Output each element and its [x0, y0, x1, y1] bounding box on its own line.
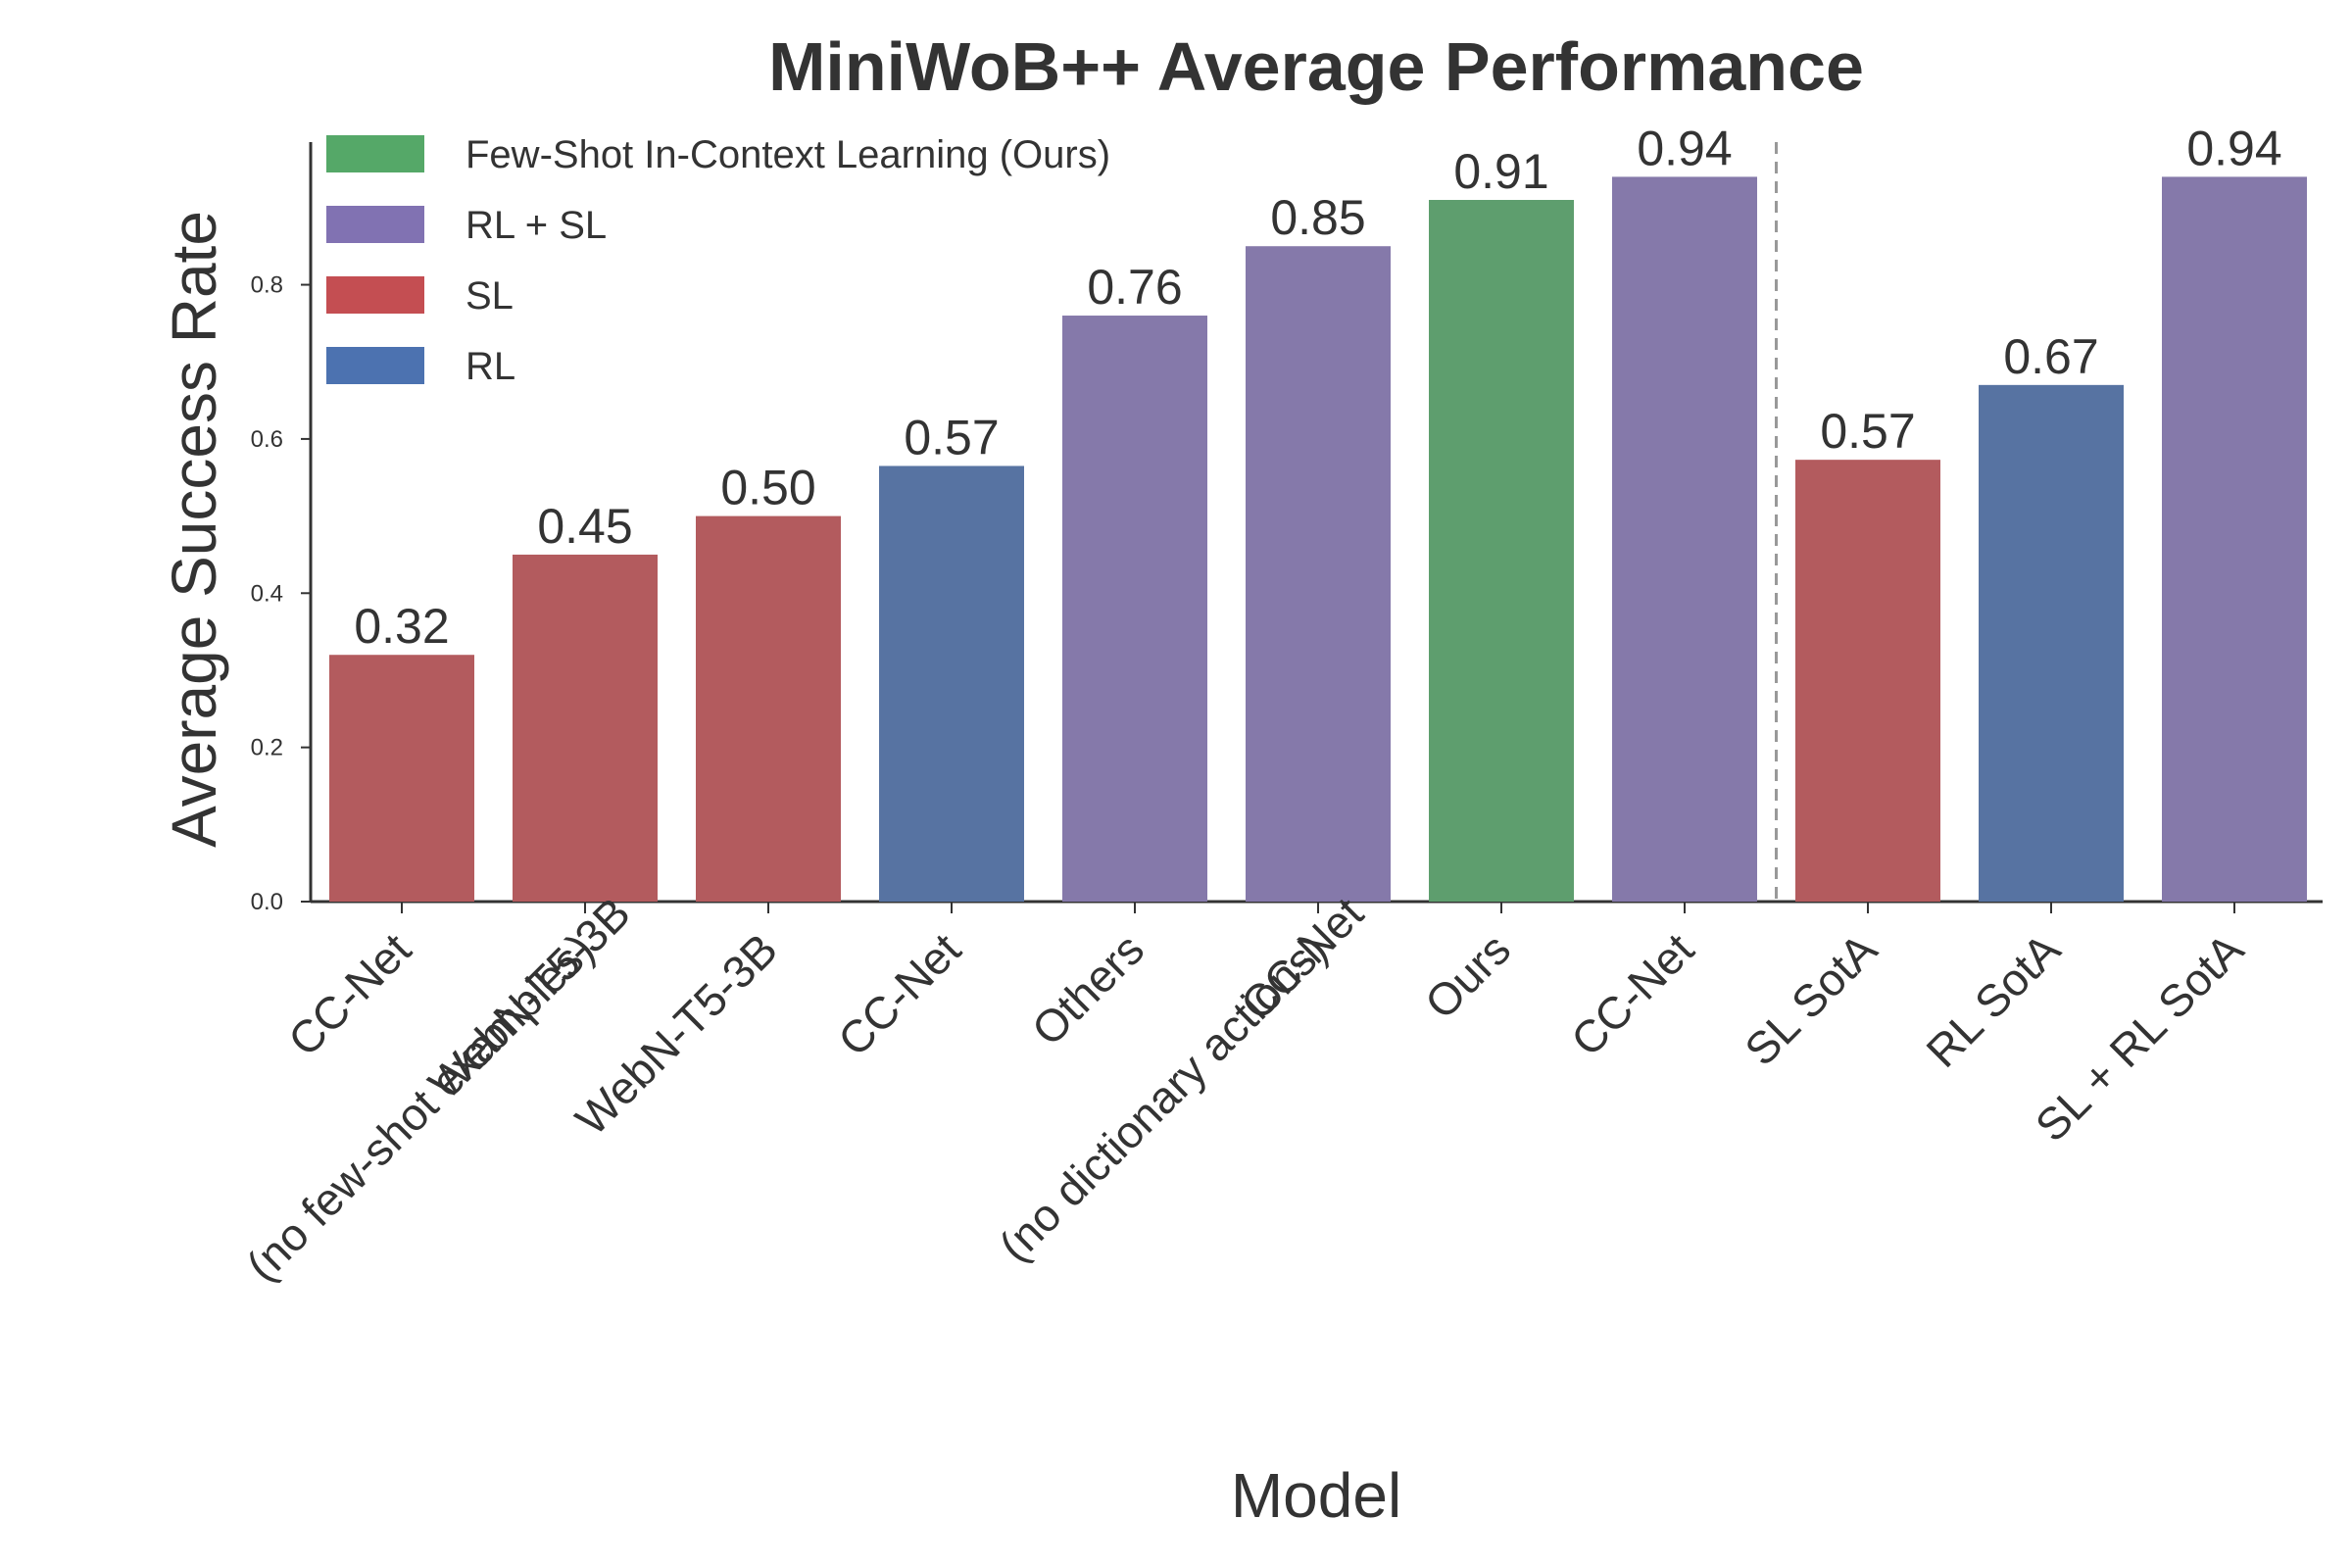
bars [329, 176, 2307, 903]
legend-label: Few-Shot In-Context Learning (Ours) [466, 133, 1110, 176]
legend-swatch [326, 206, 424, 243]
y-axis-label: Average Success Rate [159, 211, 229, 848]
legend-swatch [326, 135, 424, 172]
legend-swatch [326, 276, 424, 314]
legend: Few-Shot In-Context Learning (Ours) RL + … [326, 133, 1110, 388]
x-tick-label: (no few-shot examples) [236, 923, 604, 1291]
bar-value-label: 0.76 [1087, 260, 1182, 315]
bar-value-label: 0.45 [537, 499, 632, 554]
bar [696, 515, 841, 902]
x-tick-label: CC-Net [1561, 923, 1703, 1065]
bar [1795, 460, 1940, 902]
bar-value-label: 0.50 [720, 461, 815, 515]
bar [1429, 200, 1574, 903]
bar-value-label: 0.94 [2186, 121, 2281, 175]
legend-label: RL + SL [466, 204, 607, 247]
value-labels: 0.32 0.45 0.50 0.57 0.76 0.85 0.91 0.94 0.57 0.67… [354, 121, 2281, 654]
bar-value-label: 0.91 [1453, 144, 1548, 199]
bar-value-label: 0.57 [904, 410, 999, 465]
bar [1246, 246, 1391, 903]
bar-value-label: 0.57 [1820, 404, 1915, 459]
bar-value-label: 0.85 [1270, 190, 1365, 245]
x-tick-label: Ours [1415, 923, 1520, 1028]
bar [1979, 384, 2124, 902]
y-tick-label: 0.6 [251, 426, 283, 453]
y-tick-label: 0.0 [251, 889, 283, 915]
x-tick-label: (no dictionary actions) [989, 923, 1337, 1271]
x-tick-label: SL SotA [1735, 923, 1886, 1075]
bar [329, 655, 474, 902]
x-axis-label: Model [1231, 1460, 1401, 1531]
x-tick-label: CC-Net [278, 923, 420, 1065]
x-tick-label: RL SotA [1916, 923, 2070, 1077]
bar-value-label: 0.32 [354, 599, 449, 654]
bar [1612, 176, 1757, 902]
chart-title: MiniWoB++ Average Performance [768, 28, 1864, 105]
bar [513, 554, 658, 902]
legend-label: RL [466, 345, 515, 388]
bar-value-label: 0.67 [2003, 329, 2098, 384]
bar [2162, 176, 2307, 902]
y-tick-label: 0.4 [251, 580, 283, 607]
legend-label: SL [466, 274, 514, 318]
x-tick-label: Others [1022, 923, 1153, 1054]
bar [1062, 316, 1207, 902]
y-tick-label: 0.8 [251, 272, 283, 299]
bar [879, 466, 1024, 902]
bar-value-label: 0.94 [1637, 121, 1732, 175]
x-tick-label: CC-Net [828, 923, 970, 1065]
y-tick-label: 0.2 [251, 735, 283, 761]
legend-swatch [326, 347, 424, 384]
